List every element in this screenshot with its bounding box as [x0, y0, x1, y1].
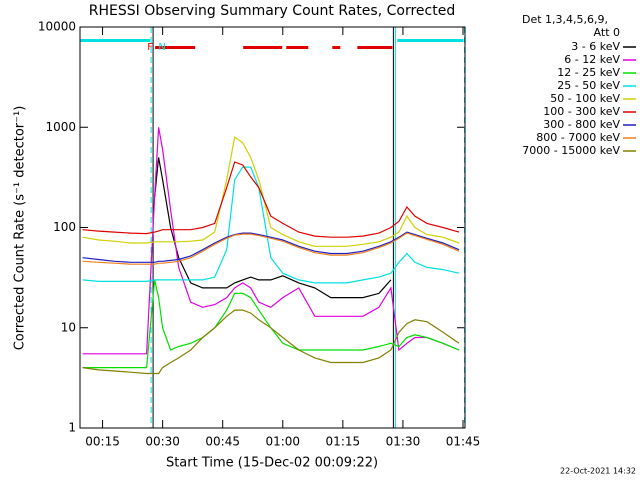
series-line	[82, 127, 460, 355]
legend-label: 50 - 100 keV	[550, 92, 620, 105]
series-line	[82, 309, 460, 375]
y-axis-label: Corrected Count Rate (s⁻¹ detector⁻¹)	[13, 106, 28, 351]
legend-label: 7000 - 15000 keV	[522, 144, 620, 157]
legend-label: 3 - 6 keV	[571, 40, 620, 53]
series-line	[82, 166, 460, 284]
y-tick-label: 10000	[38, 20, 76, 34]
legend-label: 100 - 300 keV	[543, 105, 620, 118]
x-tick-label: 01:00	[265, 435, 300, 449]
y-tick-label: 100	[53, 220, 76, 234]
legend-header: Det 1,3,4,5,6,9,	[522, 13, 608, 26]
chart-title: RHESSI Observing Summary Count Rates, Co…	[89, 3, 455, 19]
flag-label: N	[158, 42, 165, 53]
x-tick-label: 01:30	[386, 435, 421, 449]
flag-bar	[155, 46, 196, 49]
y-tick-label: 1000	[45, 120, 76, 134]
x-axis-label: Start Time (15-Dec-02 00:09:22)	[166, 456, 378, 471]
legend-label: 300 - 800 keV	[543, 118, 620, 131]
series-line	[82, 135, 460, 247]
flag-label: F	[147, 42, 153, 53]
x-tick-label: 01:45	[446, 435, 481, 449]
timestamp: 22-Oct-2021 14:32	[560, 467, 636, 476]
series-line	[82, 232, 460, 265]
series-line	[82, 279, 460, 369]
flag-bar	[80, 39, 151, 42]
flag-bar	[243, 46, 283, 49]
legend-label: 25 - 50 keV	[557, 79, 620, 92]
x-tick-label: 01:15	[326, 435, 361, 449]
x-tick-label: 00:30	[145, 435, 180, 449]
y-tick-label: 1	[68, 421, 76, 435]
flag-bar	[286, 46, 309, 49]
flag-bar	[332, 46, 341, 49]
legend-header: Att 0	[594, 26, 620, 39]
x-tick-label: 00:15	[85, 435, 120, 449]
legend-label: 12 - 25 keV	[557, 66, 620, 79]
flag-bar	[357, 46, 393, 49]
series-line	[82, 231, 460, 263]
plot-frame	[79, 26, 466, 429]
series-line	[82, 161, 460, 238]
x-tick-label: 00:45	[205, 435, 240, 449]
y-tick-label: 10	[61, 320, 76, 334]
flag-bar	[397, 39, 464, 42]
legend-label: 6 - 12 keV	[564, 53, 620, 66]
legend-label: 800 - 7000 keV	[536, 131, 620, 144]
